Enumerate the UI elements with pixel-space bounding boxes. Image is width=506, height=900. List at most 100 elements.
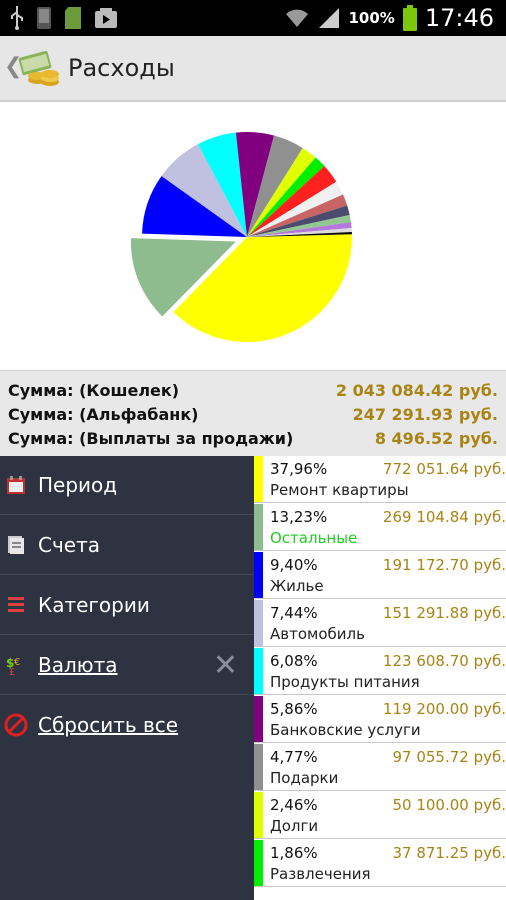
sd-card-icon <box>65 7 81 29</box>
menu-item-period[interactable]: Период <box>0 456 254 515</box>
summary-value: 247 291.93 руб. <box>352 405 498 424</box>
menu-item-accounts[interactable]: Счета <box>0 516 254 575</box>
color-bar <box>254 840 263 886</box>
color-bar <box>254 696 263 742</box>
reset-icon <box>4 713 28 737</box>
percent-value: 13,23% <box>270 508 328 526</box>
battery-icon <box>402 5 417 31</box>
category-name: Автомобиль <box>270 625 365 643</box>
phone-icon <box>37 7 51 29</box>
status-bar: 100% 17:46 <box>0 0 506 36</box>
category-name: Ремонт квартиры <box>270 481 409 499</box>
menu-item-label: Сбросить все <box>38 713 179 737</box>
list-item[interactable]: 37,96% 772 051.64 руб. Ремонт квартиры <box>254 456 506 503</box>
category-name: Остальные <box>270 529 358 547</box>
percent-value: 1,86% <box>270 844 318 862</box>
amount-value: 119 200.00 руб. <box>382 700 506 718</box>
color-bar <box>254 744 263 790</box>
summary-row: Сумма: (Выплаты за продажи) 8 496.52 руб… <box>8 429 498 453</box>
amount-value: 97 055.72 руб. <box>392 748 506 766</box>
color-bar <box>254 648 263 694</box>
menu-item-label: Период <box>38 473 118 497</box>
svg-text:£: £ <box>9 667 15 675</box>
percent-value: 4,77% <box>270 748 318 766</box>
page-title: Расходы <box>68 54 175 82</box>
pie-slice <box>197 132 247 237</box>
summary-value: 8 496.52 руб. <box>374 429 498 448</box>
list-item[interactable]: 4,77% 97 055.72 руб. Подарки <box>254 744 506 791</box>
amount-value: 123 608.70 руб. <box>382 652 506 670</box>
list-item[interactable]: 13,23% 269 104.84 руб. Остальные <box>254 504 506 551</box>
amount-value: 50 100.00 руб. <box>392 796 506 814</box>
amount-value: 37 871.25 руб. <box>392 844 506 862</box>
battery-percent: 100% <box>348 9 395 27</box>
summary-label: Сумма: (Выплаты за продажи) <box>8 429 294 448</box>
category-name: Продукты питания <box>270 673 420 691</box>
list-item[interactable]: 5,86% 119 200.00 руб. Банковские услуги <box>254 696 506 743</box>
percent-value: 2,46% <box>270 796 318 814</box>
category-list: 37,96% 772 051.64 руб. Ремонт квартиры 13,2… <box>254 456 506 900</box>
play-store-icon <box>95 8 117 28</box>
list-item[interactable]: 9,40% 191 172.70 руб. Жилье <box>254 552 506 599</box>
menu-item-label: Категории <box>38 593 150 617</box>
app-icon[interactable] <box>16 48 62 90</box>
back-icon[interactable]: ❮ <box>4 54 23 79</box>
list-item[interactable]: 7,44% 151 291.88 руб. Автомобиль <box>254 600 506 647</box>
summary-label: Сумма: (Альфабанк) <box>8 405 199 424</box>
expenses-chart <box>0 102 506 370</box>
category-name: Долги <box>270 817 319 835</box>
menu-item-reset[interactable]: Сбросить все <box>0 696 254 755</box>
pie-slice <box>235 132 275 237</box>
accounts-icon <box>8 536 24 554</box>
pie-slice <box>247 231 352 237</box>
categories-icon <box>8 597 24 612</box>
currency-icon: $ €£ <box>6 656 20 675</box>
menu-item-label: Счета <box>38 533 100 557</box>
menu-item-categories[interactable]: Категории <box>0 576 254 635</box>
pie-slice <box>142 176 247 237</box>
percent-value: 9,40% <box>270 556 318 574</box>
list-item[interactable]: 6,08% 123 608.70 руб. Продукты питания <box>254 648 506 695</box>
menu-item-currency[interactable]: $ € £ Валюта ✕ <box>0 636 254 695</box>
summary-row: Сумма: (Кошелек) 2 043 084.42 руб. <box>8 381 498 405</box>
pie-slice <box>161 144 247 237</box>
amount-value: 191 172.70 руб. <box>382 556 506 574</box>
color-bar <box>254 552 263 598</box>
category-name: Подарки <box>270 769 339 787</box>
menu-item-label: Валюта <box>38 653 118 677</box>
clock: 17:46 <box>424 4 494 32</box>
pie-slice <box>247 147 316 237</box>
action-bar: ❮ Расходы <box>0 36 506 102</box>
svg-text:€: € <box>14 657 20 668</box>
color-bar <box>254 456 263 502</box>
clear-currency-icon[interactable]: ✕ <box>212 648 238 683</box>
calendar-icon <box>7 476 25 494</box>
summary-label: Сумма: (Кошелек) <box>8 381 180 400</box>
percent-value: 37,96% <box>270 460 328 478</box>
svg-text:$: $ <box>6 656 14 670</box>
summary-panel: Сумма: (Кошелек) 2 043 084.42 руб. Сумма… <box>0 370 506 457</box>
pie-slice <box>173 234 352 342</box>
pie-slice <box>247 228 352 237</box>
notification-icons <box>10 6 118 30</box>
color-bar <box>254 600 263 646</box>
filter-menu: Период Счета Категории $ € £ Валюта ✕ Сбро… <box>0 456 254 900</box>
summary-value: 2 043 084.42 руб. <box>335 381 498 400</box>
pie-slice <box>247 181 344 237</box>
pie-slice <box>247 205 350 237</box>
amount-value: 151 291.88 руб. <box>382 604 506 622</box>
amount-value: 269 104.84 руб. <box>382 508 506 526</box>
pie-slice <box>247 166 337 237</box>
summary-row: Сумма: (Альфабанк) 247 291.93 руб. <box>8 405 498 429</box>
system-icons: 100% 17:46 <box>284 4 494 32</box>
pie-slice <box>247 157 325 237</box>
category-name: Развлечения <box>270 865 371 883</box>
category-name: Жилье <box>270 577 324 595</box>
category-name: Банковские услуги <box>270 721 421 739</box>
wifi-icon <box>286 9 309 27</box>
list-item[interactable]: 1,86% 37 871.25 руб. Развлечения <box>254 840 506 887</box>
color-bar <box>254 792 263 838</box>
pie-slice <box>247 135 303 237</box>
list-item[interactable]: 2,46% 50 100.00 руб. Долги <box>254 792 506 839</box>
percent-value: 6,08% <box>270 652 318 670</box>
